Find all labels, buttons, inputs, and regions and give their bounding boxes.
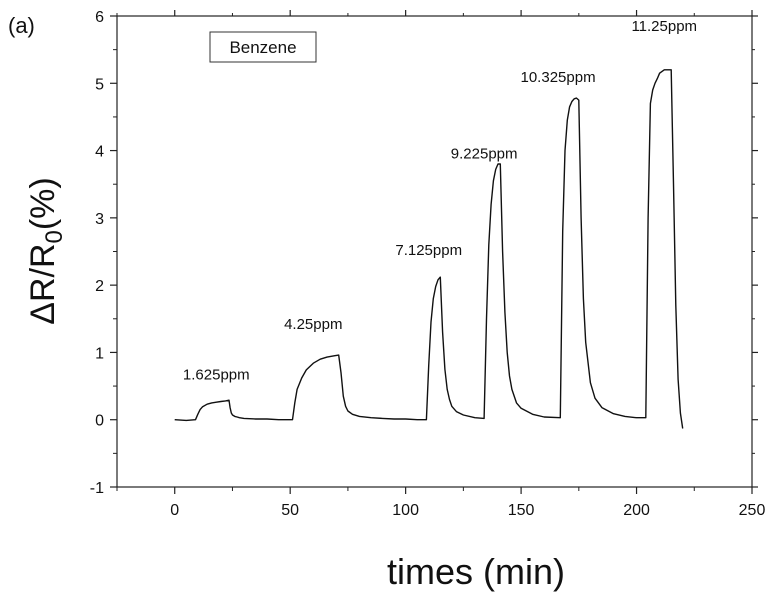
concentration-label: 4.25ppm (284, 316, 342, 333)
x-tick-label: 100 (392, 502, 419, 519)
concentration-label: 10.325ppm (521, 69, 596, 86)
x-tick-label: 200 (623, 502, 650, 519)
concentration-label: 11.25ppm (631, 18, 697, 35)
y-axis-label-subscript: 0 (41, 230, 68, 243)
x-tick-label: 50 (281, 502, 299, 519)
y-tick-label: 4 (95, 144, 104, 161)
y-tick-label: -1 (90, 480, 104, 497)
y-tick-label: 6 (95, 9, 104, 26)
y-tick-label: 3 (95, 211, 104, 228)
y-axis-label: ΔR/R0(%) (24, 177, 68, 325)
x-axis-label: times (min) (387, 551, 565, 592)
annotation-layer: 1.625ppm 4.25ppm 7.125ppm 9.225ppm 10.325ppm… (183, 18, 697, 384)
x-tick-label: 0 (170, 502, 179, 519)
concentration-label: 9.225ppm (451, 146, 518, 163)
y-tick-label: 0 (95, 413, 104, 430)
x-tick-label: 250 (739, 502, 766, 519)
y-axis-label-tail: (%) (24, 177, 62, 230)
y-tick-label: 2 (95, 278, 104, 295)
concentration-label: 7.125ppm (395, 242, 462, 259)
panel-label: (a) (8, 13, 35, 38)
x-axis-ticks: 0 50 100 150 200 250 (170, 10, 765, 519)
x-tick-label: 150 (508, 502, 535, 519)
y-tick-label: 5 (95, 76, 104, 93)
concentration-label: 1.625ppm (183, 366, 250, 383)
legend-box-label: Benzene (229, 38, 296, 57)
y-tick-label: 1 (95, 345, 104, 362)
y-axis-label-main: ΔR/R (24, 243, 62, 324)
legend-box: Benzene (210, 32, 316, 62)
